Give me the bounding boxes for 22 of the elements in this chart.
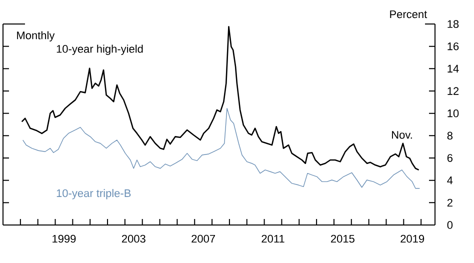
y-tick-label: 16 [448,42,459,50]
series-label: 10-year high-yield [56,44,143,55]
y-tick-label: 14 [448,64,459,72]
x-tick-label: 2011 [262,234,284,243]
line-series [22,108,420,189]
y-tick-label: 12 [448,87,459,95]
y-tick-label: 8 [447,132,452,140]
annotation: Nov. [392,131,412,139]
x-tick-label: 2015 [330,234,354,243]
y-tick-label: 2 [447,198,452,207]
x-tick-label: 2007 [192,234,216,243]
series-label: 10-year triple-B [56,189,131,200]
x-tick-label: 2003 [122,234,146,243]
y-tick-label: 4 [447,176,453,184]
y-tick-label: 6 [447,154,452,162]
y-tick-label: 0 [447,221,453,229]
y-axis-title: Percent [390,10,428,18]
x-tick-label: 1999 [52,234,76,243]
y-tick-label: 18 [448,20,459,28]
x-tick-label: 2019 [400,234,424,243]
y-tick-label: 10 [448,109,459,118]
annotation: Monthly [17,31,55,42]
